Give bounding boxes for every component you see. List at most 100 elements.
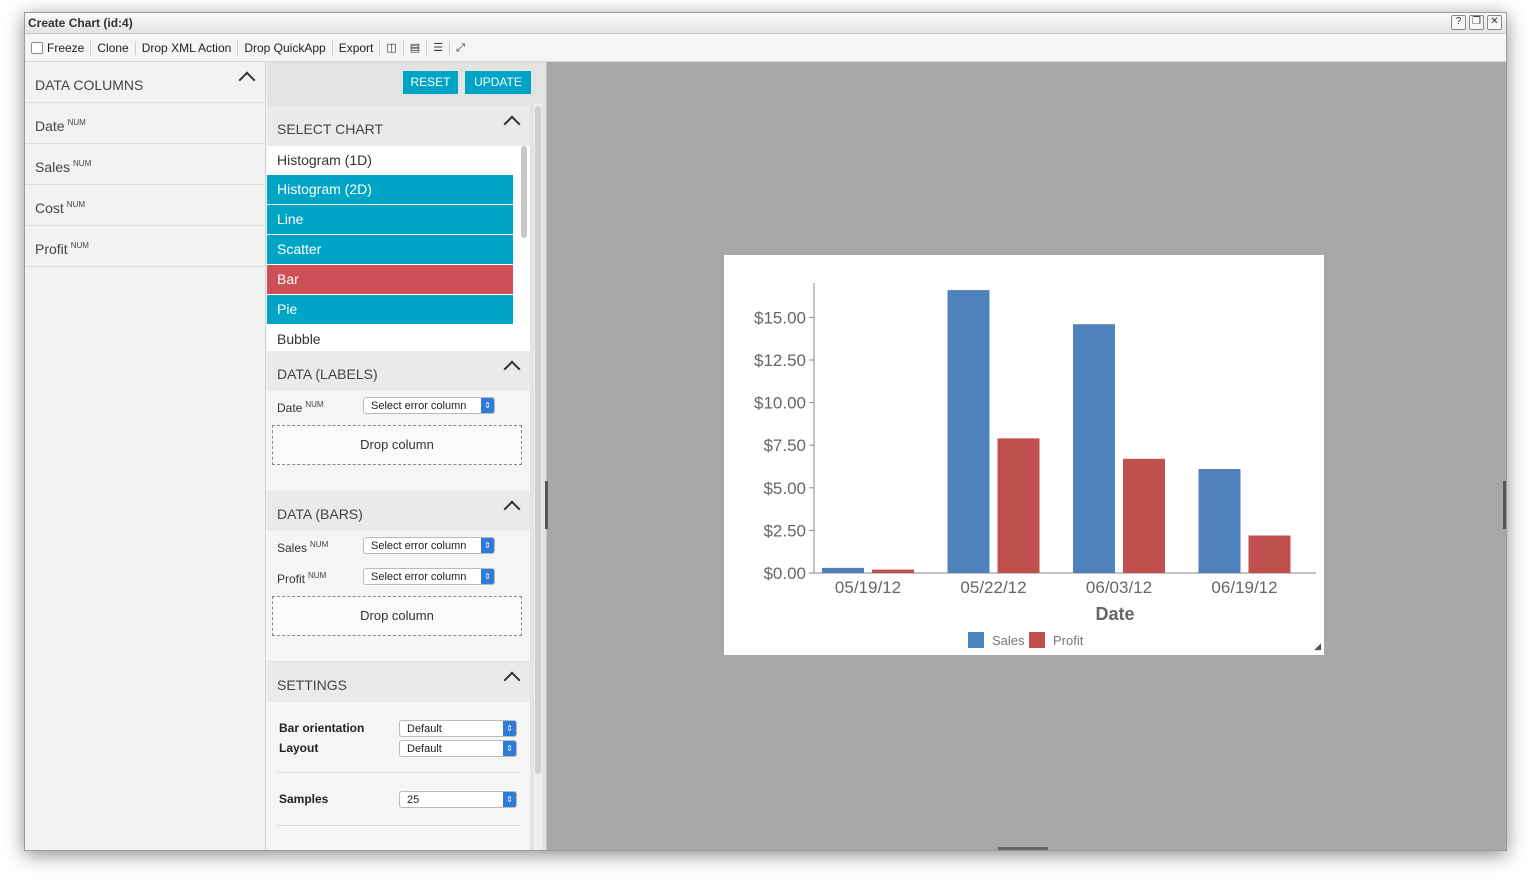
chevron-up-icon[interactable] bbox=[503, 671, 521, 689]
bar-sales bbox=[1073, 324, 1115, 573]
data-labels-section: DATA (LABELS) Date NUM Select error colum… bbox=[267, 351, 530, 491]
select-value: Select error column bbox=[371, 571, 467, 583]
chevron-up-icon[interactable] bbox=[238, 71, 256, 89]
restore-button[interactable]: ❐ bbox=[1469, 15, 1484, 30]
x-tick-label: 06/19/12 bbox=[1211, 578, 1277, 597]
chart-container: $0.00 $2.50 $5.00 $7.50 $10.00 $12.50 $15.00 05… bbox=[724, 255, 1324, 655]
settings-header[interactable]: SETTINGS bbox=[267, 662, 530, 702]
right-splitter-handle[interactable] bbox=[1503, 481, 1506, 529]
layout-label: Layout bbox=[279, 741, 319, 755]
error-column-select[interactable]: Select error column ⇕ bbox=[363, 397, 495, 414]
layout-rows-button[interactable]: ▤ bbox=[404, 40, 428, 55]
chart-type-histogram-1d[interactable]: Histogram (1D) bbox=[277, 152, 372, 168]
label-field-row: Date NUM Select error column ⇕ bbox=[267, 391, 530, 422]
drop-xml-action-button[interactable]: Drop XML Action bbox=[136, 40, 239, 55]
select-arrows-icon: ⇕ bbox=[481, 398, 494, 413]
bar-chart: $0.00 $2.50 $5.00 $7.50 $10.00 $12.50 $15.00 05… bbox=[754, 283, 1316, 648]
chart-canvas-area: $0.00 $2.50 $5.00 $7.50 $10.00 $12.50 $15.00 05… bbox=[545, 62, 1506, 850]
select-value: Select error column bbox=[371, 400, 467, 412]
chart-config-panel: RESET UPDATE SELECT CHART Histogram (1D)… bbox=[267, 62, 547, 850]
divider bbox=[277, 825, 520, 826]
splitter-handle[interactable] bbox=[545, 481, 548, 529]
column-name: Sales bbox=[35, 159, 71, 175]
freeze-label: Freeze bbox=[47, 40, 85, 55]
select-chart-header[interactable]: SELECT CHART bbox=[267, 106, 530, 146]
chart-type-scatter[interactable]: Scatter bbox=[267, 235, 513, 265]
y-tick-label: $2.50 bbox=[763, 521, 806, 540]
bar-orientation-label: Bar orientation bbox=[279, 721, 365, 735]
chart-list-scrollbar[interactable] bbox=[521, 146, 527, 238]
layout-row: Layout Default ⇕ bbox=[267, 738, 530, 758]
data-column-item[interactable]: Profit NUM bbox=[25, 226, 265, 267]
freeze-toggle[interactable]: Freeze bbox=[25, 40, 92, 55]
config-scrollbar-thumb[interactable] bbox=[535, 106, 541, 774]
x-tick-label: 05/19/12 bbox=[835, 578, 901, 597]
field-name: Sales bbox=[277, 541, 308, 555]
bottom-splitter-handle[interactable] bbox=[998, 847, 1048, 850]
chart-type-bubble[interactable]: Bubble bbox=[277, 331, 321, 347]
data-bars-section: DATA (BARS) Sales NUM Select error column… bbox=[267, 491, 530, 661]
chevron-up-icon[interactable] bbox=[503, 500, 521, 518]
data-labels-header[interactable]: DATA (LABELS) bbox=[267, 351, 530, 391]
column-type: NUM bbox=[70, 241, 89, 251]
select-value: 25 bbox=[407, 794, 420, 806]
settings-title: SETTINGS bbox=[277, 677, 348, 693]
chart-type-bar[interactable]: Bar bbox=[267, 265, 513, 295]
rows-icon: ▤ bbox=[409, 41, 421, 54]
expand-icon: ⤢ bbox=[456, 41, 465, 54]
samples-select[interactable]: 25 ⇕ bbox=[399, 791, 517, 808]
field-type: NUM bbox=[308, 571, 327, 580]
select-arrows-icon: ⇕ bbox=[481, 569, 494, 584]
x-tick-label: 06/03/12 bbox=[1086, 578, 1152, 597]
create-chart-window: Create Chart (id:4) ? ❐ ✕ Freeze Clone D… bbox=[24, 12, 1507, 851]
reset-button[interactable]: RESET bbox=[403, 71, 458, 94]
chart-type-pie[interactable]: Pie bbox=[267, 295, 513, 325]
error-column-select[interactable]: Select error column ⇕ bbox=[363, 537, 495, 554]
select-chart-title: SELECT CHART bbox=[277, 121, 384, 137]
y-tick-label: $10.00 bbox=[754, 394, 806, 413]
chevron-up-icon[interactable] bbox=[503, 360, 521, 378]
divider bbox=[277, 772, 520, 773]
bar-orientation-select[interactable]: Default ⇕ bbox=[399, 720, 517, 737]
data-bars-header[interactable]: DATA (BARS) bbox=[267, 491, 530, 531]
resize-grip-icon[interactable]: ◢ bbox=[1314, 641, 1321, 651]
drop-quickapp-button[interactable]: Drop QuickApp bbox=[238, 40, 333, 55]
legend-swatch bbox=[968, 632, 984, 648]
data-column-item[interactable]: Date NUM bbox=[25, 103, 265, 144]
error-column-select[interactable]: Select error column ⇕ bbox=[363, 568, 495, 585]
clone-button[interactable]: Clone bbox=[91, 40, 136, 55]
columns-icon: ◫ bbox=[386, 41, 397, 54]
select-arrows-icon: ⇕ bbox=[481, 538, 494, 553]
chart-type-histogram-2d[interactable]: Histogram (2D) bbox=[267, 175, 513, 205]
toolbar: Freeze Clone Drop XML Action Drop QuickA… bbox=[25, 34, 1506, 62]
bar-field-row: Sales NUM Select error column ⇕ bbox=[267, 531, 530, 562]
expand-button[interactable]: ⤢ bbox=[450, 41, 471, 55]
help-button[interactable]: ? bbox=[1451, 15, 1466, 30]
layout-columns-button[interactable]: ◫ bbox=[380, 40, 404, 55]
data-columns-title: DATA COLUMNS bbox=[35, 77, 144, 93]
chevron-up-icon[interactable] bbox=[503, 115, 521, 133]
field-name: Date bbox=[277, 401, 303, 415]
drop-column-zone[interactable]: Drop column bbox=[272, 596, 522, 636]
data-columns-header[interactable]: DATA COLUMNS bbox=[25, 62, 265, 103]
bar-profit bbox=[1248, 535, 1291, 573]
legend-swatch bbox=[1029, 632, 1045, 648]
update-button[interactable]: UPDATE bbox=[465, 71, 531, 94]
layout-select[interactable]: Default ⇕ bbox=[399, 740, 517, 757]
y-tick-label: $0.00 bbox=[763, 564, 806, 583]
data-column-item[interactable]: Sales NUM bbox=[25, 144, 265, 185]
field-name: Profit bbox=[277, 572, 306, 586]
select-value: Default bbox=[407, 743, 442, 755]
data-bars-title: DATA (BARS) bbox=[277, 506, 363, 522]
column-name: Date bbox=[35, 118, 65, 134]
freeze-checkbox[interactable] bbox=[31, 41, 43, 54]
layout-list-button[interactable]: ☰ bbox=[427, 40, 451, 55]
y-tick-label: $5.00 bbox=[763, 479, 806, 498]
drop-column-zone[interactable]: Drop column bbox=[272, 425, 522, 465]
chart-type-line[interactable]: Line bbox=[267, 205, 513, 235]
bar-profit bbox=[872, 569, 914, 573]
data-column-item[interactable]: Cost NUM bbox=[25, 185, 265, 226]
select-arrows-icon: ⇕ bbox=[503, 741, 516, 756]
close-button[interactable]: ✕ bbox=[1487, 15, 1502, 30]
export-button[interactable]: Export bbox=[333, 40, 381, 55]
